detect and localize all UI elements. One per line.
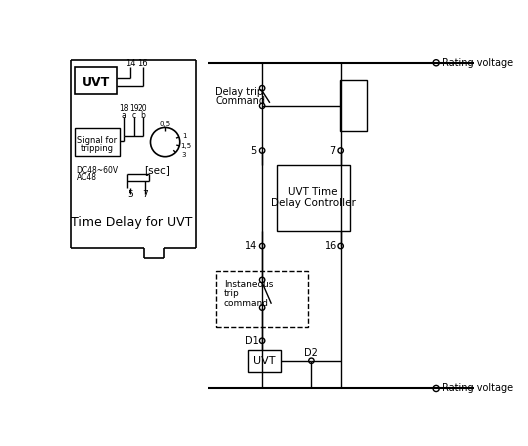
Text: 7: 7 — [142, 190, 148, 199]
Text: command: command — [224, 298, 269, 307]
Text: 1,5: 1,5 — [181, 143, 192, 149]
Circle shape — [259, 86, 265, 91]
Text: 14: 14 — [245, 241, 258, 251]
Circle shape — [259, 305, 265, 310]
Circle shape — [259, 244, 265, 249]
Text: 3: 3 — [181, 152, 186, 158]
Text: AC48: AC48 — [77, 173, 97, 182]
Circle shape — [433, 60, 439, 66]
Text: Time Delay for UVT: Time Delay for UVT — [71, 216, 192, 229]
Text: c: c — [131, 111, 136, 120]
Circle shape — [259, 277, 265, 283]
Text: a: a — [122, 111, 127, 120]
Text: Delay trip: Delay trip — [215, 87, 263, 97]
Circle shape — [259, 338, 265, 343]
Bar — [75, 128, 120, 156]
Bar — [75, 67, 117, 95]
Circle shape — [259, 148, 265, 153]
Text: 1: 1 — [182, 133, 186, 139]
Text: Rating voltage: Rating voltage — [441, 384, 513, 393]
Text: 14: 14 — [125, 59, 136, 68]
Text: tripping: tripping — [81, 144, 114, 153]
Text: 7: 7 — [329, 145, 335, 156]
Text: 0,5: 0,5 — [159, 120, 171, 127]
Text: Instaneous: Instaneous — [224, 280, 273, 289]
Text: Command: Command — [215, 96, 265, 106]
Text: 18: 18 — [119, 104, 129, 113]
Text: DC48~60V: DC48~60V — [77, 166, 119, 175]
Text: [sec]: [sec] — [145, 165, 171, 176]
Text: D2: D2 — [305, 348, 318, 358]
Bar — [248, 350, 280, 372]
Text: trip: trip — [224, 289, 239, 298]
Circle shape — [338, 148, 343, 153]
Bar — [277, 165, 350, 231]
Circle shape — [309, 358, 314, 363]
Text: 16: 16 — [325, 241, 337, 251]
Text: D1: D1 — [245, 336, 259, 346]
Circle shape — [150, 128, 180, 157]
Text: UVT Time: UVT Time — [288, 187, 338, 197]
Text: UVT: UVT — [253, 356, 276, 366]
Text: 16: 16 — [137, 59, 148, 68]
Bar — [216, 271, 308, 327]
Circle shape — [259, 103, 265, 108]
Text: 20: 20 — [138, 104, 148, 113]
Text: Rating voltage: Rating voltage — [441, 58, 513, 68]
Bar — [340, 80, 367, 131]
Circle shape — [433, 385, 439, 392]
Text: UVT: UVT — [82, 75, 110, 88]
Text: b: b — [140, 111, 145, 120]
Text: Delay Controller: Delay Controller — [270, 198, 355, 208]
Circle shape — [338, 244, 343, 249]
Text: 5: 5 — [250, 145, 256, 156]
Text: 19: 19 — [129, 104, 138, 113]
Text: 5: 5 — [128, 190, 134, 199]
Text: Signal for: Signal for — [77, 136, 117, 145]
